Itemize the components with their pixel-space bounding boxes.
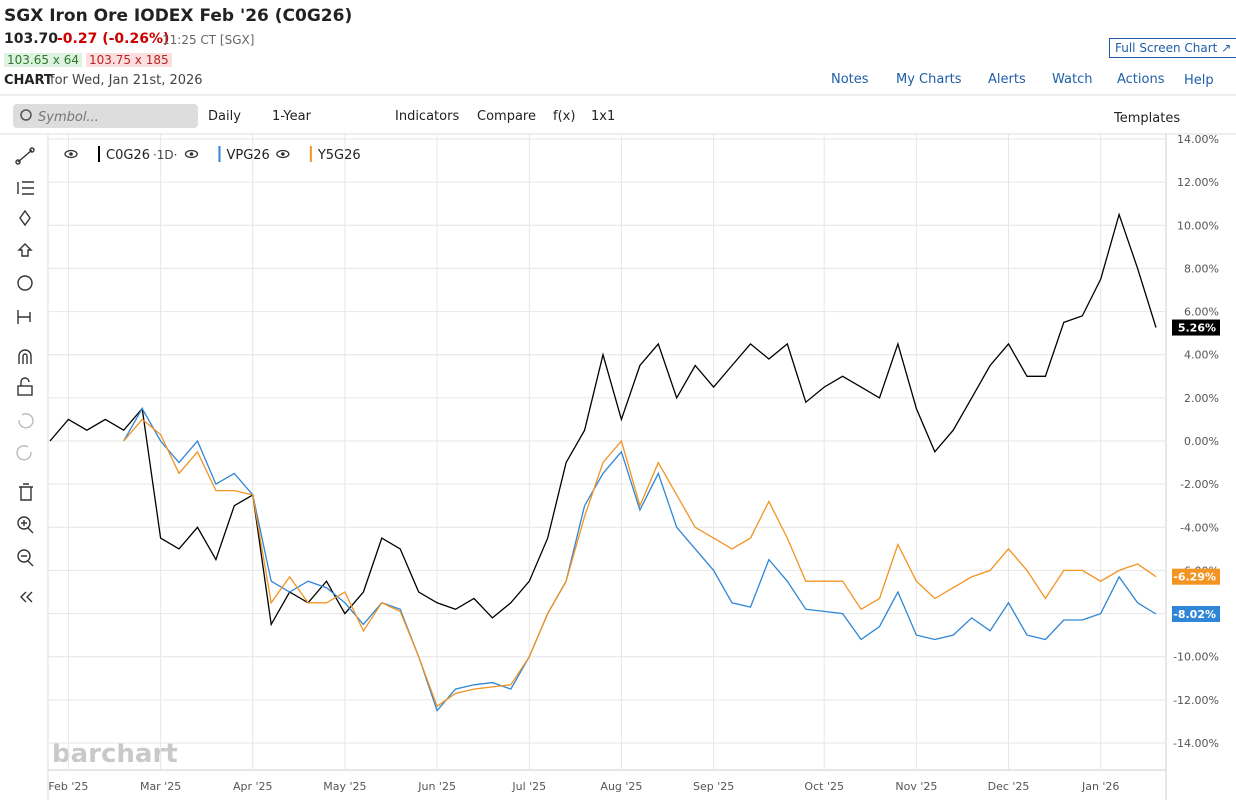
full-screen-label: Full Screen Chart xyxy=(1115,41,1218,55)
price: 103.70 xyxy=(4,31,59,47)
watermark: barchart xyxy=(52,739,178,769)
x-tick-label: Jun '25 xyxy=(417,780,456,793)
series-line xyxy=(49,212,1157,627)
nav-actions[interactable]: Actions xyxy=(1117,72,1165,87)
x-tick-label: Apr '25 xyxy=(233,780,273,793)
toolbar-fx[interactable]: f(x) xyxy=(553,109,576,124)
y-tick-label: 14.00% xyxy=(1177,133,1219,146)
legend-eye xyxy=(184,149,199,159)
last-value-label: -8.02% xyxy=(1173,608,1216,621)
nav-help[interactable]: Help xyxy=(1184,73,1214,88)
chart-label: CHART xyxy=(4,73,53,88)
nav-alerts[interactable]: Alerts xyxy=(988,72,1026,87)
legend-eye xyxy=(64,149,78,159)
y-tick-label: 12.00% xyxy=(1177,176,1219,189)
toolbar-range[interactable]: 1-Year xyxy=(272,109,311,124)
last-value-badge xyxy=(1172,568,1220,585)
legend-label: C0G26 xyxy=(106,148,150,163)
y-tick-label: -14.00% xyxy=(1173,737,1219,750)
x-tick-label: Nov '25 xyxy=(895,780,937,793)
legend-eye-pupil xyxy=(69,152,73,156)
y-tick-label: 6.00% xyxy=(1184,306,1219,319)
legend-eye xyxy=(276,149,290,159)
legend-eye-pupil xyxy=(281,152,285,156)
last-value-badge xyxy=(1172,319,1220,336)
toolbar-indicators[interactable]: Indicators xyxy=(395,109,460,124)
y-tick-label: 2.00% xyxy=(1184,392,1219,405)
time: 11:25 CT [SGX] xyxy=(162,33,255,47)
bid: 103.65 x 64 xyxy=(4,53,82,67)
y-tick-label: -2.00% xyxy=(1180,478,1219,491)
nav-notes[interactable]: Notes xyxy=(831,72,869,87)
toolbar-daily[interactable]: Daily xyxy=(208,109,241,124)
y-tick-label: 4.00% xyxy=(1184,349,1219,362)
x-tick-label: Dec '25 xyxy=(988,780,1030,793)
title: SGX Iron Ore IODEX Feb '26 (C0G26) xyxy=(4,6,353,26)
symbol-placeholder: Symbol... xyxy=(38,110,99,125)
legend-eye-pupil xyxy=(189,152,194,156)
x-tick-label: Oct '25 xyxy=(804,780,844,793)
y-tick-label: 8.00% xyxy=(1184,262,1219,275)
last-value-badge xyxy=(1172,606,1220,623)
legend-label: VPG26 xyxy=(226,148,269,163)
drawing-tools[interactable] xyxy=(15,147,35,603)
y-tick-label: 10.00% xyxy=(1177,219,1219,232)
series-line xyxy=(123,407,1157,712)
x-tick-label: Jan '26 xyxy=(1081,780,1119,793)
last-value-label: -6.29% xyxy=(1173,571,1216,584)
x-tick-label: Jul '25 xyxy=(511,780,546,793)
x-tick-label: Aug '25 xyxy=(600,780,642,793)
legend-swatch xyxy=(218,146,221,162)
x-tick-label: Sep '25 xyxy=(693,780,734,793)
ask: 103.75 x 185 xyxy=(86,53,172,67)
change: -0.27 (-0.26%) xyxy=(57,31,170,47)
legend-interval: ·1D· xyxy=(153,148,178,162)
y-tick-label: 0.00% xyxy=(1184,435,1219,448)
y-tick-label: -4.00% xyxy=(1180,521,1219,534)
nav-my-charts[interactable]: My Charts xyxy=(896,72,962,87)
toolbar-layout[interactable]: 1x1 xyxy=(591,109,616,124)
search-icon xyxy=(20,109,32,121)
x-tick-label: Mar '25 xyxy=(140,780,181,793)
templates[interactable]: Templates xyxy=(1113,111,1180,126)
series-line xyxy=(123,418,1157,708)
y-tick-label: -10.00% xyxy=(1173,651,1219,664)
nav-watch[interactable]: Watch xyxy=(1052,72,1093,87)
legend-swatch xyxy=(309,146,312,162)
last-value-label: 5.26% xyxy=(1178,322,1216,335)
toolbar-compare[interactable]: Compare xyxy=(477,109,536,124)
legend-swatch xyxy=(98,146,100,162)
y-tick-label: -12.00% xyxy=(1173,694,1219,707)
chart-date: for Wed, Jan 21st, 2026 xyxy=(50,73,203,88)
full-screen-button[interactable]: Full Screen Chart ↗ xyxy=(1109,38,1236,58)
symbol-input[interactable] xyxy=(13,104,198,128)
x-tick-label: Feb '25 xyxy=(48,780,88,793)
x-tick-label: May '25 xyxy=(323,780,366,793)
legend-label: Y5G26 xyxy=(317,148,361,163)
